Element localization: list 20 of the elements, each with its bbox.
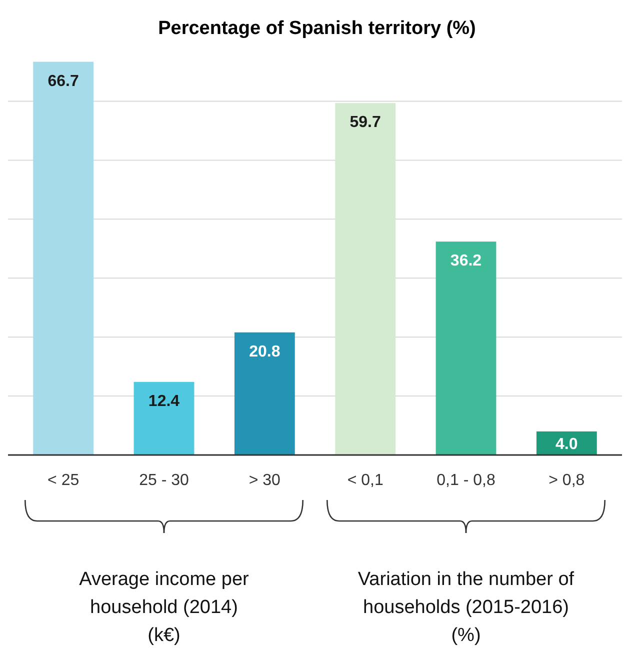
chart-title: Percentage of Spanish territory (%) bbox=[158, 18, 476, 39]
x-tick-label: < 25 bbox=[48, 472, 80, 489]
x-tick-label: 25 - 30 bbox=[139, 472, 190, 489]
data-label: 36.2 bbox=[450, 252, 482, 270]
x-tick-label: > 0,8 bbox=[548, 472, 585, 489]
text: Variation in the number of households (2015-2016) (%) bbox=[358, 569, 575, 646]
x-tick-label: < 0,1 bbox=[347, 472, 384, 489]
x-tick-label: > 30 bbox=[248, 472, 281, 489]
bar bbox=[33, 62, 94, 455]
x-tick-label: 0,1 - 0,8 bbox=[436, 472, 496, 489]
text: Average income per household (2014) (k€) bbox=[79, 569, 250, 646]
bar bbox=[335, 103, 396, 455]
bar bbox=[436, 242, 496, 455]
data-label: 66.7 bbox=[48, 72, 80, 90]
data-label: 59.7 bbox=[350, 114, 382, 132]
data-label: 4.0 bbox=[556, 436, 578, 454]
bar bbox=[234, 332, 295, 455]
bar bbox=[134, 382, 194, 455]
data-label: 20.8 bbox=[249, 343, 280, 360]
data-label: 12.4 bbox=[148, 392, 180, 410]
